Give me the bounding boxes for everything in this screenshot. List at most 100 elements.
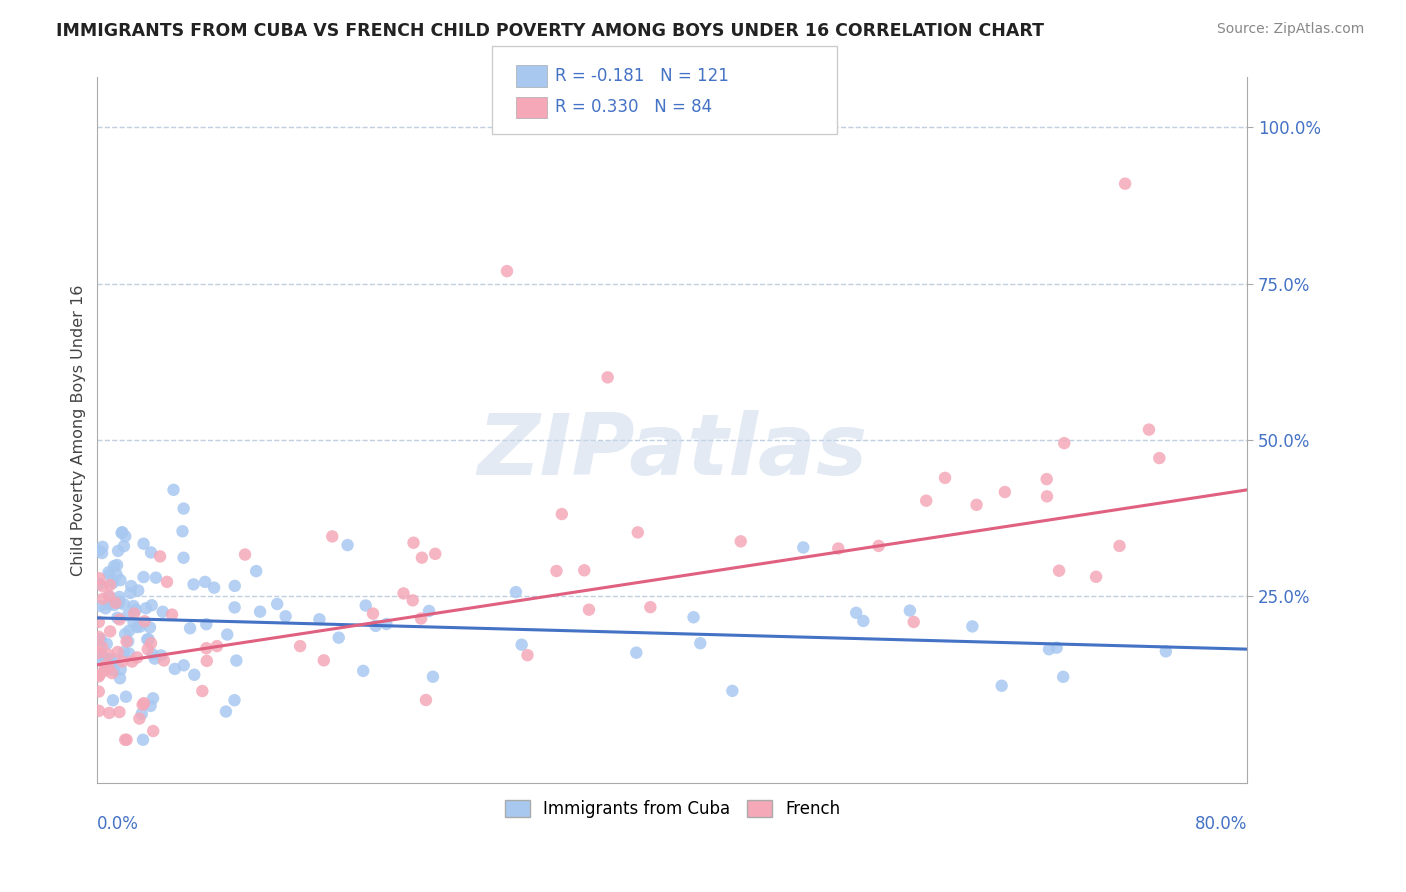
Point xyxy=(111,525,134,540)
Point xyxy=(994,485,1017,500)
Point xyxy=(721,684,744,698)
Point xyxy=(191,684,214,698)
Point xyxy=(195,654,218,668)
Point xyxy=(139,545,162,559)
Point xyxy=(94,601,117,615)
Point xyxy=(103,663,125,677)
Point xyxy=(792,541,814,555)
Text: 0.0%: 0.0% xyxy=(97,815,139,833)
Point xyxy=(134,615,156,629)
Point xyxy=(139,620,162,634)
Point xyxy=(627,525,650,540)
Point xyxy=(903,615,925,629)
Point xyxy=(626,646,648,660)
Point xyxy=(845,606,868,620)
Point xyxy=(173,550,195,565)
Text: IMMIGRANTS FROM CUBA VS FRENCH CHILD POVERTY AMONG BOYS UNDER 16 CORRELATION CHA: IMMIGRANTS FROM CUBA VS FRENCH CHILD POV… xyxy=(56,22,1045,40)
Point xyxy=(898,604,921,618)
Point xyxy=(118,624,141,638)
Point xyxy=(172,524,194,539)
Point xyxy=(98,652,121,666)
Point xyxy=(120,579,142,593)
Legend: Immigrants from Cuba, French: Immigrants from Cuba, French xyxy=(498,793,846,824)
Point xyxy=(274,609,297,624)
Point xyxy=(183,577,205,591)
Point xyxy=(122,599,145,613)
Point xyxy=(1035,472,1057,486)
Point xyxy=(120,586,142,600)
Point xyxy=(91,546,114,560)
Point xyxy=(110,525,132,540)
Point xyxy=(115,690,138,704)
Point xyxy=(321,529,343,543)
Point xyxy=(224,693,246,707)
Point xyxy=(111,655,134,669)
Point xyxy=(101,575,124,590)
Point xyxy=(546,564,568,578)
Point xyxy=(163,662,186,676)
Point xyxy=(98,578,121,592)
Point xyxy=(141,599,163,613)
Point xyxy=(510,638,533,652)
Point xyxy=(205,639,228,653)
Point xyxy=(153,653,176,667)
Point xyxy=(97,660,120,674)
Point xyxy=(87,651,110,665)
Point xyxy=(1036,489,1059,503)
Point xyxy=(112,645,135,659)
Point xyxy=(640,600,662,615)
Point xyxy=(122,615,145,630)
Point xyxy=(596,370,619,384)
Point xyxy=(97,589,120,603)
Point xyxy=(100,657,122,672)
Point xyxy=(1114,177,1136,191)
Point xyxy=(91,640,114,654)
Point xyxy=(114,627,136,641)
Point xyxy=(312,653,335,667)
Text: R = 0.330   N = 84: R = 0.330 N = 84 xyxy=(555,98,713,116)
Point xyxy=(93,651,115,665)
Point xyxy=(97,648,120,662)
Point xyxy=(1085,570,1108,584)
Point xyxy=(288,639,311,653)
Point xyxy=(89,571,111,585)
Point xyxy=(173,658,195,673)
Point xyxy=(1137,423,1160,437)
Point xyxy=(143,651,166,665)
Point xyxy=(87,684,110,698)
Point xyxy=(110,573,132,587)
Point xyxy=(934,471,956,485)
Point xyxy=(1046,640,1069,655)
Point xyxy=(352,664,374,678)
Point xyxy=(827,541,849,556)
Point xyxy=(98,624,121,639)
Point xyxy=(682,610,704,624)
Point xyxy=(122,607,145,621)
Point xyxy=(105,567,128,582)
Point xyxy=(112,597,135,611)
Point xyxy=(915,493,938,508)
Point xyxy=(108,590,131,604)
Point xyxy=(574,563,596,577)
Point xyxy=(115,634,138,648)
Point xyxy=(91,540,114,554)
Point xyxy=(852,614,875,628)
Point xyxy=(93,659,115,673)
Point xyxy=(108,705,131,719)
Point xyxy=(224,600,246,615)
Point xyxy=(132,537,155,551)
Point xyxy=(132,732,155,747)
Point xyxy=(551,507,574,521)
Point xyxy=(139,698,162,713)
Point xyxy=(1052,670,1074,684)
Point xyxy=(103,652,125,666)
Point xyxy=(392,586,415,600)
Point xyxy=(108,671,131,685)
Point xyxy=(138,632,160,647)
Point xyxy=(135,601,157,615)
Point xyxy=(1047,564,1070,578)
Text: 80.0%: 80.0% xyxy=(1195,815,1247,833)
Point xyxy=(101,693,124,707)
Point xyxy=(202,581,225,595)
Point xyxy=(91,579,114,593)
